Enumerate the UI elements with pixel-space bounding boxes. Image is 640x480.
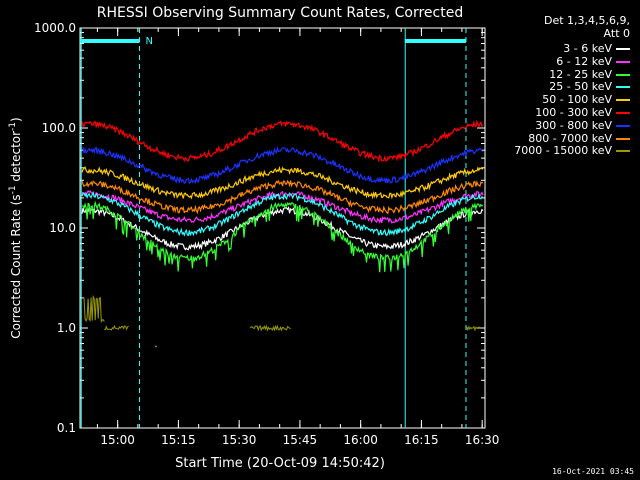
series-line bbox=[249, 324, 291, 332]
legend-swatch bbox=[616, 73, 630, 76]
x-tick-label: 16:00 bbox=[343, 433, 378, 447]
x-tick-label: 15:45 bbox=[283, 433, 318, 447]
series-line bbox=[154, 345, 158, 348]
legend-label: 50 - 100 keV bbox=[542, 93, 612, 107]
legend-label: 7000 - 15000 keV bbox=[514, 144, 612, 158]
legend-swatch bbox=[616, 150, 630, 153]
series-lines bbox=[81, 119, 484, 348]
y-tick-label: 100.0 bbox=[42, 121, 76, 135]
series-line bbox=[466, 325, 482, 332]
series-line bbox=[81, 165, 484, 200]
footer-timestamp: 16-Oct-2021 03:45 bbox=[552, 467, 634, 476]
legend-label: 6 - 12 keV bbox=[556, 54, 612, 68]
y-tick-label: 1.0 bbox=[57, 321, 76, 335]
legend-item: 300 - 800 keV bbox=[535, 118, 630, 132]
legend-swatch bbox=[616, 112, 630, 114]
legend-item: 50 - 100 keV bbox=[542, 93, 630, 107]
legend-header-detectors: Det 1,3,4,5,6,9, bbox=[543, 14, 630, 27]
y-tick-label: 1000.0 bbox=[34, 21, 76, 35]
legend-item: 100 - 300 keV bbox=[535, 106, 630, 119]
legend-item: 800 - 7000 keV bbox=[528, 131, 630, 145]
series-line bbox=[81, 145, 484, 185]
chart-title: RHESSI Observing Summary Count Rates, Co… bbox=[97, 5, 463, 21]
series-line bbox=[81, 191, 484, 237]
y-axis-label: Corrected Count Rate (s-1 detector-1) bbox=[8, 117, 23, 338]
x-tick-label: 16:15 bbox=[404, 433, 439, 447]
night-marker: N bbox=[146, 36, 153, 47]
x-tick-label: 15:15 bbox=[161, 433, 196, 447]
legend-item: 6 - 12 keV bbox=[556, 54, 630, 68]
legend-label: 800 - 7000 keV bbox=[528, 131, 612, 145]
legend-swatch bbox=[616, 137, 630, 140]
legend-label: 100 - 300 keV bbox=[535, 106, 612, 119]
saa-night-bands: N bbox=[80, 28, 467, 428]
legend-swatch bbox=[616, 86, 630, 89]
legend-label: 3 - 6 keV bbox=[563, 42, 612, 55]
series-line bbox=[104, 324, 129, 331]
y-tick-label: 0.1 bbox=[57, 421, 76, 435]
legend-header-attenuator: Att 0 bbox=[603, 27, 630, 40]
y-axis: 1000.0 100.0 10.0 1.0 0.1 bbox=[34, 21, 485, 435]
series-line bbox=[83, 294, 105, 324]
legend-item: 7000 - 15000 keV bbox=[514, 144, 630, 158]
x-axis: 15:00 15:15 15:30 15:45 16:00 16:15 16:30 bbox=[96, 28, 500, 447]
series-line bbox=[81, 206, 484, 251]
plot-frame bbox=[79, 27, 486, 429]
legend-label: 300 - 800 keV bbox=[535, 118, 612, 132]
series-line bbox=[81, 200, 484, 273]
legend-item: 12 - 25 keV bbox=[549, 67, 630, 81]
legend-label: 12 - 25 keV bbox=[549, 67, 612, 81]
x-tick-label: 16:30 bbox=[465, 433, 500, 447]
legend-swatch bbox=[616, 124, 630, 127]
legend-swatch bbox=[616, 60, 630, 63]
series-line bbox=[81, 189, 484, 224]
x-tick-label: 15:00 bbox=[100, 433, 135, 447]
x-axis-label: Start Time (20-Oct-09 14:50:42) bbox=[175, 456, 385, 471]
series-line bbox=[81, 179, 484, 215]
legend-label: 25 - 50 keV bbox=[549, 80, 612, 94]
legend-item: 25 - 50 keV bbox=[549, 80, 630, 94]
legend-swatch bbox=[616, 48, 630, 50]
legend-item: 3 - 6 keV bbox=[563, 42, 630, 55]
y-tick-label: 10.0 bbox=[49, 221, 76, 235]
x-tick-label: 15:30 bbox=[222, 433, 257, 447]
series-line bbox=[81, 119, 484, 163]
legend-swatch bbox=[616, 99, 630, 102]
